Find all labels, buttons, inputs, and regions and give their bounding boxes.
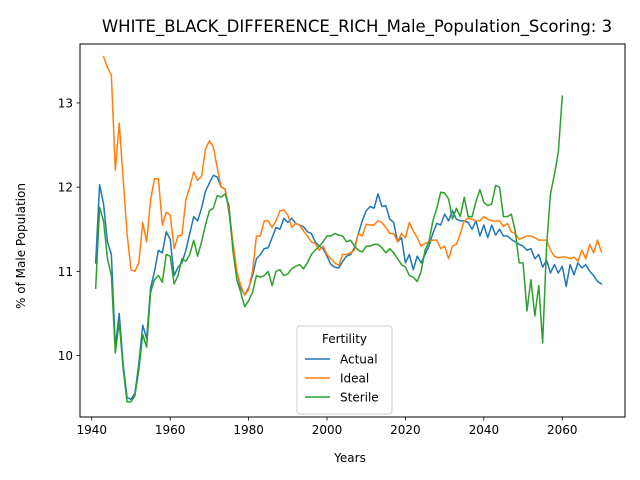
legend-box [296,325,393,415]
plot-frame [79,43,626,418]
series-line-sterile [94,95,564,403]
y-axis-label: % of Male Population [14,183,28,309]
series-layer [94,55,603,403]
legend-label-actual: Actual [340,353,378,367]
legend-label-sterile: Sterile [340,391,379,405]
x-tick-label: 2000 [312,423,343,437]
legend: Fertility Actual Ideal Sterile [296,325,393,415]
x-tick-label: 1940 [76,423,107,437]
legend-items: Actual Ideal Sterile [305,353,379,405]
x-tick-label: 1980 [233,423,264,437]
x-axis-ticks: 1940 1960 1980 2000 2020 2040 2060 [76,417,578,437]
y-tick-label: 10 [58,349,73,363]
x-tick-label: 2040 [469,423,500,437]
x-tick-label: 2020 [390,423,421,437]
y-axis-ticks: 10 11 12 13 [58,96,80,363]
series-line-ideal [102,55,603,296]
y-tick-label: 12 [58,181,73,195]
x-tick-label: 2060 [547,423,578,437]
y-tick-label: 11 [58,265,73,279]
legend-title: Fertility [322,332,367,346]
x-axis-label: Years [333,451,366,465]
chart-title: WHITE_BLACK_DIFFERENCE_RICH_Male_Populat… [102,17,612,37]
legend-label-ideal: Ideal [340,372,369,386]
x-tick-label: 1960 [155,423,186,437]
y-tick-label: 13 [58,96,73,110]
